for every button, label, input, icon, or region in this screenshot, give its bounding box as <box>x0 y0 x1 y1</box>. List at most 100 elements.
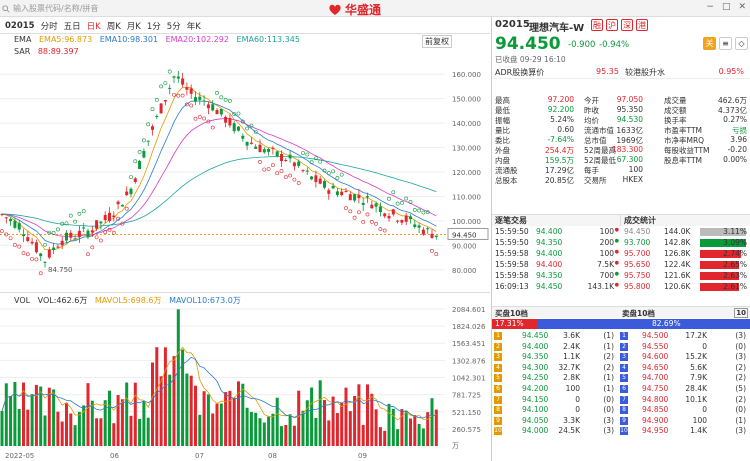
adr-value: 95.35 <box>596 67 619 76</box>
tab-1min[interactable]: 1分 <box>146 21 161 32</box>
minimize-button[interactable]: − <box>706 2 714 12</box>
tab-5min[interactable]: 5分 <box>166 21 181 32</box>
sell-orders: (1) <box>735 415 746 425</box>
alert-button[interactable]: ◇ <box>735 37 748 50</box>
volume-bar <box>275 397 279 446</box>
buy-orders: (1) <box>603 341 614 351</box>
volume-bar <box>228 390 232 446</box>
buy-level: 3 <box>494 353 502 362</box>
tab-daily-k[interactable]: 日K <box>86 21 101 32</box>
candle-body <box>288 154 292 159</box>
candle-body <box>138 161 142 170</box>
stat-volume: 122.4K <box>664 260 691 269</box>
sar-dot <box>210 125 215 130</box>
volume-bar <box>138 418 142 446</box>
close-button[interactable]: ✕ <box>738 2 746 12</box>
sell-level: 7 <box>620 395 628 404</box>
volume-bar <box>366 384 369 446</box>
sar-dot <box>12 243 17 247</box>
period-tabs: 02015 分时 五日 日K 周K 月K 1分 5分 年K <box>0 18 490 34</box>
sar-dot <box>348 209 353 214</box>
sar-dot <box>258 159 262 164</box>
trade-direction-icon: ● <box>614 227 619 233</box>
follow-button[interactable]: 关 <box>703 37 716 50</box>
buy-volume: 2.8K <box>563 373 580 383</box>
candle-body <box>176 76 180 79</box>
candle-body <box>237 126 240 131</box>
quote-label: 委比 <box>495 136 510 145</box>
stat-row: 94.450 144.0K 3.11% <box>620 227 750 238</box>
sar-dot <box>399 201 404 205</box>
maximize-button[interactable]: □ <box>721 2 731 12</box>
quote-value: 1633亿 <box>616 126 643 135</box>
buy-volume: 1.1K <box>563 352 580 362</box>
quote-label: 振幅 <box>495 116 510 125</box>
candle-body <box>370 204 374 209</box>
tab-weekly-k[interactable]: 周K <box>106 21 121 32</box>
sar-dot <box>51 230 56 235</box>
stat-row: 95.750 121.6K 2.63% <box>620 271 750 282</box>
sell-level: 1 <box>620 332 628 340</box>
buy-price: 94.150 <box>522 394 549 404</box>
price-change: -0.900 <box>568 40 596 50</box>
sell-level: 8 <box>620 406 628 415</box>
sar-dot <box>232 112 237 116</box>
badge-margin: 融 <box>591 19 603 31</box>
sar-dot <box>163 81 168 85</box>
sell-level: 4 <box>620 363 628 372</box>
tab-timeshare[interactable]: 分时 <box>40 21 58 32</box>
volume-bar <box>262 422 266 446</box>
vol-axis-label: 781.725 <box>452 392 481 400</box>
trade-row: 15:59:50 94.400 100 ● <box>492 227 620 238</box>
candle-body <box>22 234 25 237</box>
vol-legend: VOL VOL:462.6万 MAVOL5:698.6万 MAVOL10:673… <box>0 292 490 306</box>
tab-yearly-k[interactable]: 年K <box>186 21 201 32</box>
menu-button[interactable]: ≡ <box>719 37 732 50</box>
sell-price: 94.550 <box>642 341 669 351</box>
volume-bar <box>194 385 197 446</box>
sar-dot <box>124 206 129 211</box>
quote-value: -0.20 <box>727 145 747 154</box>
sar-dot <box>369 219 374 224</box>
candle-body <box>77 230 81 237</box>
sell-orders: (0) <box>735 341 746 351</box>
vol-axis-label: 1824.026 <box>452 323 486 331</box>
market-badges: 融 沪 深 港 <box>591 19 648 31</box>
candle-body <box>0 214 4 216</box>
candle-body <box>189 88 193 94</box>
adjust-dropdown[interactable]: 前复权 <box>422 35 452 48</box>
candle-body <box>155 116 159 118</box>
trade-cell: 15:59:58 <box>495 249 529 258</box>
tab-monthly-k[interactable]: 月K <box>126 21 141 32</box>
orderbook-row: 9 94.050 3.3K (3) 9 94.900 100 (1) <box>492 416 750 426</box>
tab-five-day[interactable]: 五日 <box>63 21 81 32</box>
sell-price: 94.900 <box>642 415 669 425</box>
search-box[interactable]: 输入股票代码/名称/拼音 <box>2 2 132 15</box>
candle-body <box>400 220 404 223</box>
sell-pct: 82.69% <box>652 319 681 328</box>
volume-bar <box>400 409 404 446</box>
quote-value: 3.96 <box>730 135 747 144</box>
sar-dot <box>38 271 43 276</box>
volume-bar <box>47 387 51 446</box>
volume-bar <box>125 382 129 446</box>
trade-cell: 94.350 <box>536 271 563 280</box>
volume-bar <box>297 390 301 446</box>
trade-cell: 7.5K <box>597 260 614 269</box>
brand-logo: 华盛通 <box>328 1 381 18</box>
price-axis-label: 90.000 <box>452 242 477 250</box>
volume-chart[interactable]: 2084.601 1824.026 1563.451 1302.876 1042.301… <box>0 306 490 461</box>
volume-bar <box>86 383 90 446</box>
search-input[interactable]: 输入股票代码/名称/拼音 <box>13 4 99 13</box>
sar-dot <box>21 251 26 256</box>
buy-price: 94.200 <box>522 384 549 393</box>
date-axis-label: 06 <box>110 452 119 460</box>
kline-chart[interactable]: 94.450 160.000 150.000 140.000 130.000 120.0… <box>0 57 490 289</box>
candle-body <box>198 96 202 100</box>
orderbook-row: 2 94.400 2.4K (1) 2 94.550 0 (0) <box>492 342 750 352</box>
current-price-tag <box>447 227 489 240</box>
stat-row: 95.800 120.6K 2.61% <box>620 282 750 293</box>
sar-dot <box>215 91 219 95</box>
date-axis-label: 09 <box>358 452 367 460</box>
tab-stock-code: 02015 <box>5 20 35 31</box>
